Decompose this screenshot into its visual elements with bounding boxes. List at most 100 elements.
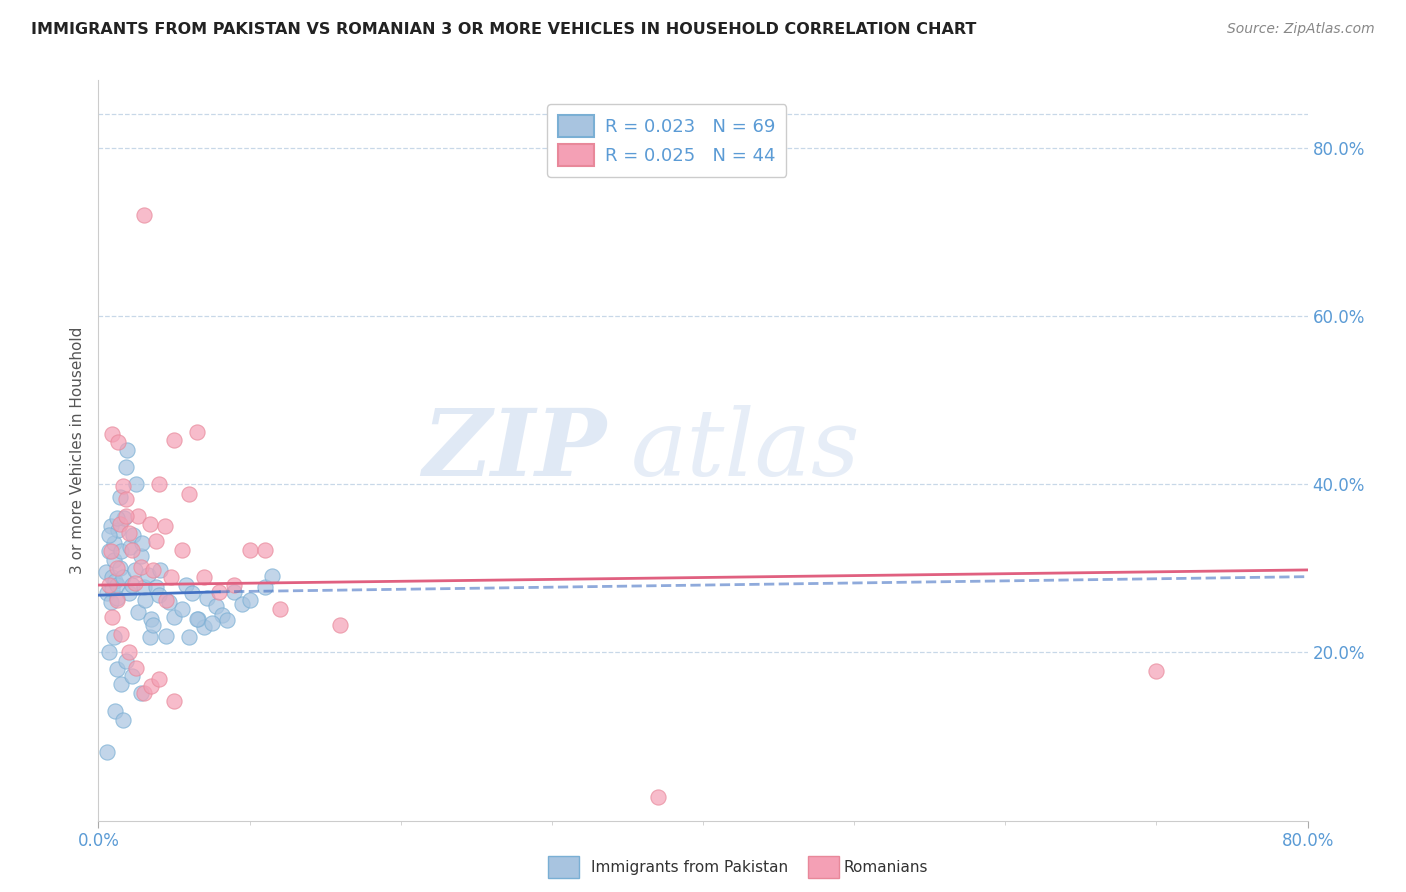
- Point: [179, 487, 201, 501]
- Point: [118, 586, 141, 600]
- Point: [148, 588, 170, 602]
- Point: [107, 524, 129, 538]
- Point: [215, 614, 238, 628]
- Point: [201, 615, 224, 630]
- Point: [103, 536, 125, 550]
- Point: [111, 569, 134, 583]
- Point: [142, 563, 165, 577]
- Point: [101, 610, 124, 624]
- Text: atlas: atlas: [630, 406, 860, 495]
- Point: [129, 686, 152, 700]
- Point: [100, 519, 122, 533]
- Point: [115, 443, 138, 458]
- Point: [122, 527, 145, 541]
- Point: [647, 790, 669, 805]
- Point: [104, 574, 127, 588]
- Point: [105, 593, 128, 607]
- Point: [121, 669, 143, 683]
- Point: [98, 544, 121, 558]
- Point: [187, 612, 209, 626]
- Point: [124, 563, 146, 577]
- Point: [253, 542, 276, 557]
- Point: [105, 662, 128, 676]
- Point: [139, 630, 162, 644]
- Point: [94, 566, 117, 580]
- Point: [108, 517, 131, 532]
- Point: [120, 540, 142, 554]
- Point: [239, 542, 262, 557]
- Point: [121, 578, 143, 592]
- Point: [101, 582, 124, 597]
- Point: [114, 460, 136, 475]
- Point: [127, 509, 149, 524]
- Point: [105, 591, 128, 605]
- Point: [108, 561, 131, 575]
- Point: [98, 527, 121, 541]
- Point: [118, 525, 141, 540]
- Point: [111, 713, 134, 727]
- Point: [211, 607, 233, 622]
- Point: [208, 584, 231, 599]
- Point: [101, 426, 124, 441]
- Text: Romanians: Romanians: [844, 860, 928, 874]
- Point: [193, 569, 215, 583]
- Point: [110, 677, 132, 691]
- Text: Immigrants from Pakistan: Immigrants from Pakistan: [591, 860, 787, 874]
- Point: [186, 425, 208, 439]
- Point: [105, 561, 128, 575]
- Point: [136, 568, 159, 582]
- Point: [134, 593, 156, 607]
- Point: [96, 586, 118, 600]
- Point: [111, 479, 134, 493]
- Point: [100, 595, 122, 609]
- Point: [142, 618, 165, 632]
- Point: [153, 519, 176, 533]
- Point: [132, 580, 155, 594]
- Point: [98, 645, 121, 659]
- Point: [174, 578, 197, 592]
- Point: [195, 591, 218, 605]
- Point: [100, 544, 122, 558]
- Point: [131, 536, 153, 550]
- Point: [129, 559, 152, 574]
- Point: [170, 542, 193, 557]
- Point: [148, 477, 170, 491]
- Point: [132, 686, 155, 700]
- Point: [98, 578, 121, 592]
- Point: [101, 569, 124, 583]
- Point: [262, 569, 284, 583]
- Point: [139, 517, 162, 532]
- Point: [103, 553, 125, 567]
- Point: [96, 745, 118, 759]
- Point: [129, 549, 152, 563]
- Point: [163, 610, 186, 624]
- Point: [186, 612, 208, 626]
- Point: [145, 580, 167, 594]
- Point: [231, 597, 253, 611]
- Point: [269, 601, 291, 615]
- Point: [179, 630, 201, 644]
- Point: [149, 563, 172, 577]
- Point: [224, 584, 246, 599]
- Point: [125, 477, 148, 491]
- Point: [114, 654, 136, 668]
- Point: [170, 601, 193, 615]
- Point: [141, 612, 163, 626]
- Text: ZIP: ZIP: [422, 406, 606, 495]
- Point: [155, 628, 177, 642]
- Point: [224, 578, 246, 592]
- Point: [155, 593, 177, 607]
- Point: [124, 576, 146, 591]
- Point: [253, 580, 276, 594]
- Point: [125, 660, 148, 674]
- Point: [105, 578, 128, 592]
- Point: [159, 595, 181, 609]
- Point: [108, 490, 131, 504]
- Text: Source: ZipAtlas.com: Source: ZipAtlas.com: [1227, 22, 1375, 37]
- Legend: R = 0.023   N = 69, R = 0.025   N = 44: R = 0.023 N = 69, R = 0.025 N = 44: [547, 104, 786, 177]
- Point: [205, 599, 228, 613]
- Point: [160, 569, 183, 583]
- Point: [103, 630, 125, 644]
- Point: [121, 542, 143, 557]
- Point: [181, 586, 204, 600]
